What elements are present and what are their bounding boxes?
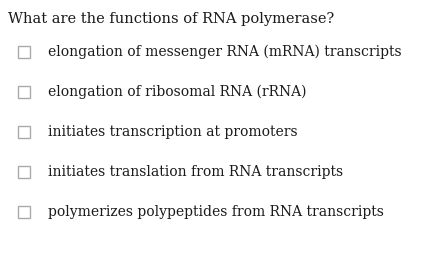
Text: polymerizes polypeptides from RNA transcripts: polymerizes polypeptides from RNA transc… bbox=[48, 205, 384, 219]
Text: What are the functions of RNA polymerase?: What are the functions of RNA polymerase… bbox=[8, 12, 334, 26]
Bar bbox=[18, 126, 30, 138]
Text: elongation of ribosomal RNA (rRNA): elongation of ribosomal RNA (rRNA) bbox=[48, 85, 307, 99]
Text: elongation of messenger RNA (mRNA) transcripts: elongation of messenger RNA (mRNA) trans… bbox=[48, 45, 402, 59]
Bar bbox=[18, 206, 30, 218]
Bar bbox=[18, 46, 30, 58]
Text: initiates translation from RNA transcripts: initiates translation from RNA transcrip… bbox=[48, 165, 343, 179]
Bar bbox=[18, 86, 30, 98]
Bar bbox=[18, 166, 30, 178]
Text: initiates transcription at promoters: initiates transcription at promoters bbox=[48, 125, 297, 139]
